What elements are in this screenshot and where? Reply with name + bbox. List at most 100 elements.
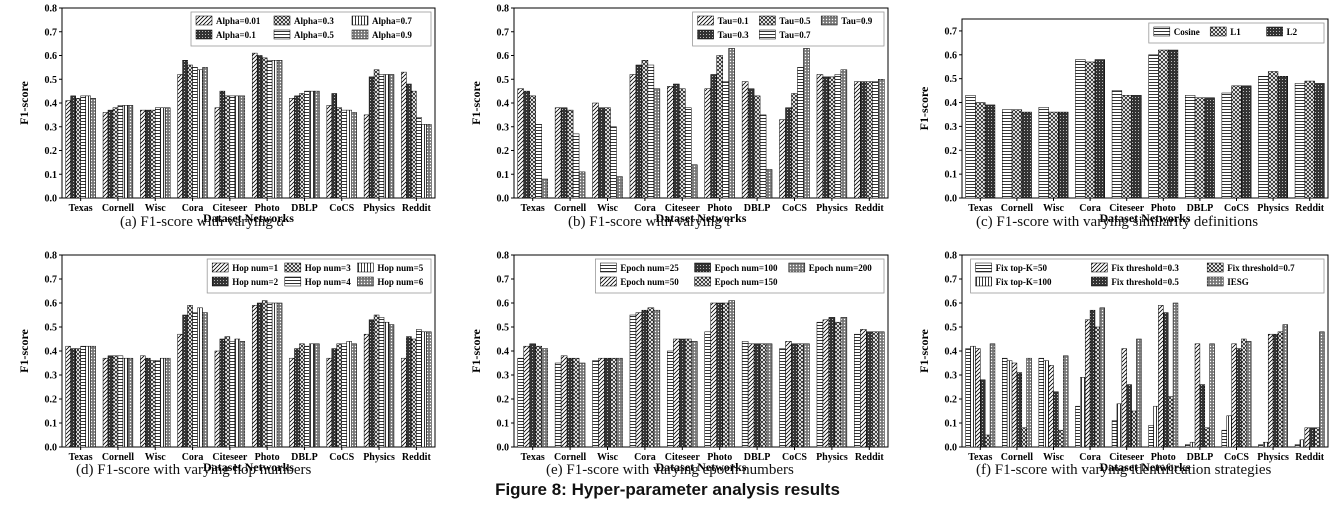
bar — [759, 343, 767, 448]
y-tick-label: 0.6 — [945, 299, 958, 310]
bar — [229, 341, 236, 448]
x-tick-label: Reddit — [402, 203, 432, 214]
bar — [224, 95, 231, 199]
bar — [822, 319, 830, 448]
bar — [629, 314, 637, 448]
bar — [1221, 92, 1232, 199]
y-tick-label: 0.6 — [945, 50, 958, 61]
bar — [289, 357, 295, 448]
bar — [1194, 97, 1206, 199]
legend-label: Alpha=0.01 — [216, 16, 261, 26]
y-tick-label: 0.4 — [45, 99, 58, 110]
caption-symbol: α — [276, 214, 285, 230]
legend-label: Hop num=6 — [377, 277, 423, 287]
bar — [197, 69, 203, 199]
bar — [1089, 309, 1096, 448]
bar — [710, 302, 717, 448]
legend-label: Epoch num=100 — [715, 263, 778, 273]
legend-swatch — [694, 262, 711, 273]
bar — [779, 119, 786, 199]
y-tick-label: 0.5 — [45, 323, 58, 334]
legend-swatch — [273, 29, 291, 40]
bar — [164, 107, 171, 199]
bar — [1319, 331, 1325, 448]
y-tick-label: 0.0 — [497, 194, 510, 205]
bar — [554, 107, 562, 199]
bar — [1304, 427, 1310, 448]
bar — [378, 74, 385, 199]
legend-label: Alpha=0.7 — [372, 16, 412, 26]
bar — [728, 48, 735, 199]
x-tick-label: CoCS — [329, 452, 354, 463]
y-tick-label: 0.4 — [497, 99, 510, 110]
legend: Cosine L1 L2 — [1148, 22, 1325, 44]
bar — [90, 98, 96, 199]
legend-box — [970, 258, 1325, 294]
bar — [1148, 54, 1159, 199]
bar — [1058, 429, 1064, 448]
x-tick-label: Physics — [363, 203, 395, 214]
x-tick-label: Physics — [1257, 452, 1289, 463]
x-tick-label: Reddit — [855, 203, 885, 214]
bar — [872, 331, 879, 448]
bar — [1075, 405, 1081, 448]
bar — [866, 331, 873, 448]
bar — [80, 345, 86, 448]
x-tick-label: Physics — [816, 452, 848, 463]
legend-label: Tau=0.3 — [718, 30, 750, 40]
bar — [1299, 439, 1306, 448]
bar — [866, 81, 873, 199]
bar — [704, 88, 711, 199]
bar — [1209, 343, 1215, 448]
bar — [679, 88, 686, 199]
x-axis-label: Dataset Networks — [203, 211, 294, 225]
bar — [122, 105, 129, 199]
bar — [1277, 76, 1288, 199]
bar — [107, 355, 114, 448]
bar — [112, 107, 119, 199]
bar — [368, 76, 375, 199]
y-tick-label: 0.1 — [497, 419, 510, 430]
bar — [965, 95, 976, 199]
legend-swatch — [1209, 26, 1227, 37]
legend-label: Epoch num=150 — [715, 277, 778, 287]
legend: Alpha=0.01 Alpha=0.1 Alpha=0.3 Alpha=0.5 Alp… — [190, 11, 432, 47]
bar — [401, 357, 407, 448]
chart-panel-d: 0.0 0.1 0.2 0.3 0.4 0.5 0.6 0.7 0.8 F1-score Texas… — [17, 251, 436, 474]
bar — [1314, 427, 1320, 448]
y-tick-label: 0.1 — [497, 170, 510, 181]
legend-label: Tau=0.9 — [841, 16, 873, 26]
chart-panel-f: 0.0 0.1 0.2 0.3 0.4 0.5 0.6 0.7 0.8 F1-score Texas… — [917, 251, 1329, 474]
legend-label: Hop num=1 — [232, 263, 278, 273]
bar — [578, 362, 586, 448]
bar — [1026, 357, 1032, 448]
legend-label: Hop num=3 — [305, 263, 351, 273]
bar — [965, 348, 971, 448]
x-tick-label: Citeseer — [665, 203, 701, 214]
y-tick-label: 0.0 — [945, 194, 958, 205]
caption-e: (e) F1-score with varying epoch numbers — [546, 462, 794, 479]
legend-swatch — [694, 276, 711, 287]
y-tick-label: 0.4 — [945, 347, 958, 358]
legend-label: Alpha=0.3 — [294, 16, 334, 26]
bar — [70, 348, 76, 448]
bar — [635, 64, 643, 199]
legend-swatch — [600, 276, 617, 287]
bar — [560, 107, 568, 199]
bar — [192, 67, 198, 199]
bar — [691, 164, 698, 199]
caption-f: (f) F1-score with varying identification… — [976, 462, 1271, 479]
x-tick-label: Physics — [816, 203, 848, 214]
caption-text: (c) F1-score with varying similarity def… — [976, 214, 1259, 230]
bar — [541, 178, 548, 199]
chart-panel-b: 0.0 0.1 0.2 0.3 0.4 0.5 0.6 0.7 0.8 F1-score Texas… — [469, 4, 889, 225]
caption-c: (c) F1-score with varying similarity def… — [976, 214, 1258, 231]
bar — [722, 81, 729, 199]
x-tick-label: Wisc — [597, 203, 618, 214]
bar — [102, 112, 109, 199]
bar — [1167, 396, 1174, 448]
bar — [1053, 391, 1059, 448]
bar — [1048, 111, 1059, 199]
bar — [604, 357, 611, 448]
bar — [1204, 97, 1215, 199]
